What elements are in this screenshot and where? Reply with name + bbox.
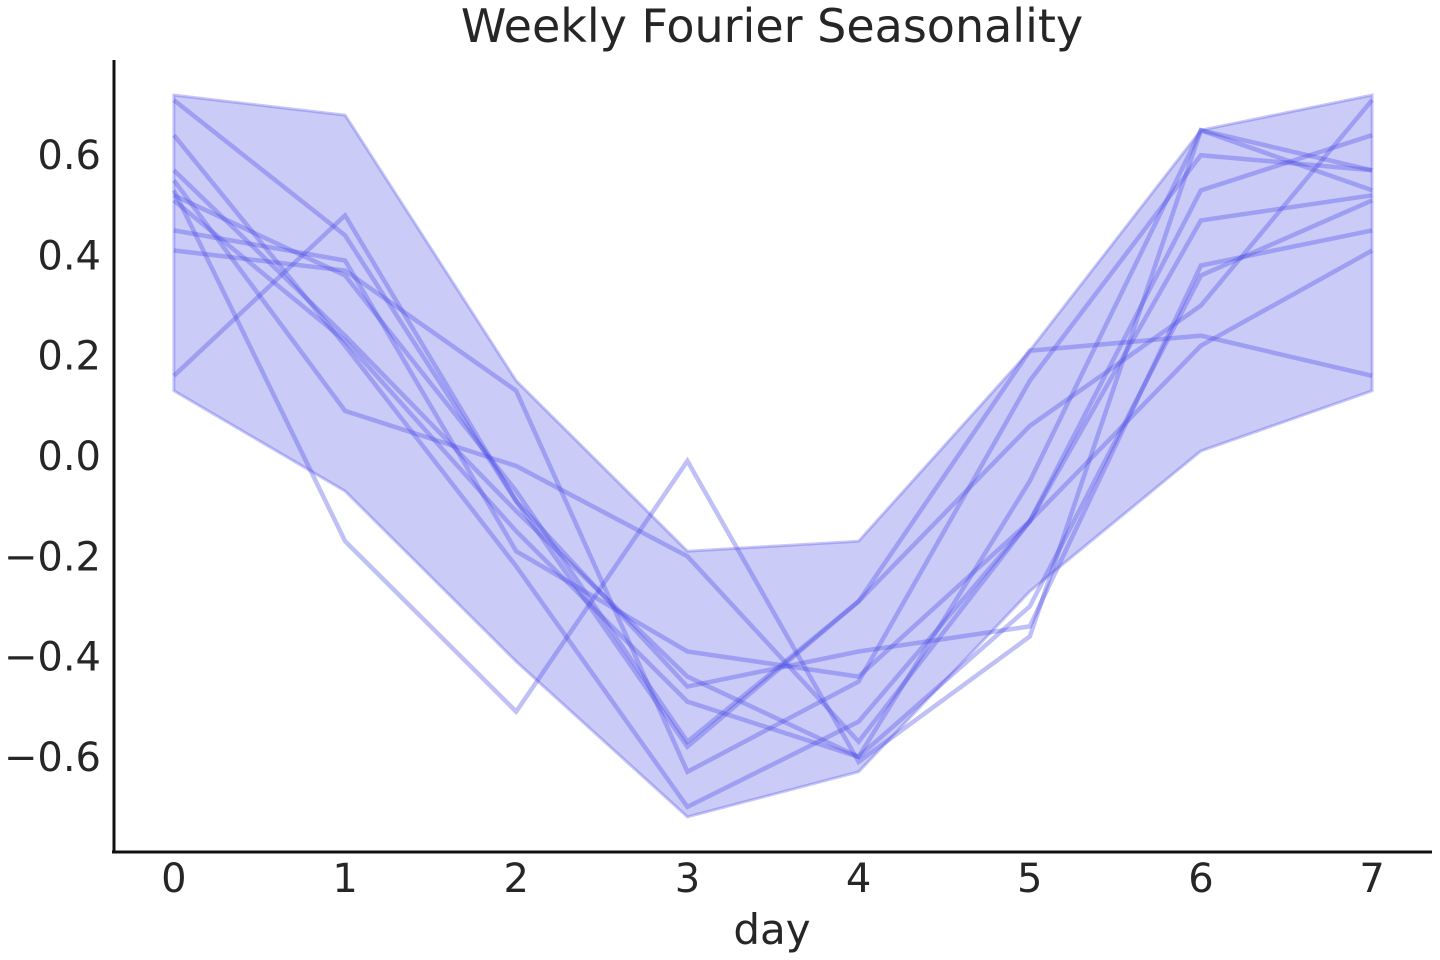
x-tick-label: 5 (1017, 856, 1042, 902)
series-lines (171, 98, 1374, 810)
y-tick-labels: −0.6 −0.4 −0.2 0.0 0.2 0.4 0.6 (4, 133, 101, 781)
y-tick-label: 0.0 (37, 434, 101, 480)
x-tick-label: 2 (504, 856, 529, 902)
x-tick-label: 4 (846, 856, 871, 902)
band-area (172, 93, 1374, 819)
series-line-6 (173, 193, 1373, 679)
y-tick-label: −0.6 (4, 735, 101, 781)
x-tick-label: 7 (1359, 856, 1384, 902)
series-line-2 (172, 133, 1373, 810)
series-line-3 (172, 127, 1373, 760)
x-tick-labels: 0 1 2 3 4 5 6 7 (161, 856, 1385, 902)
series-line-10 (171, 127, 1373, 766)
y-tick-label: 0.6 (37, 133, 101, 179)
y-tick-label: −0.4 (4, 635, 101, 681)
series-line-9 (172, 178, 1374, 746)
y-tick-label: 0.4 (37, 233, 101, 279)
series-line-7 (173, 152, 1373, 775)
series-line-4 (172, 193, 1373, 745)
y-tick-label: 0.2 (37, 334, 101, 380)
series-line-5 (172, 198, 1374, 760)
x-tick-label: 6 (1188, 856, 1213, 902)
x-tick-label: 1 (332, 856, 357, 902)
credible-band (172, 93, 1374, 819)
y-tick-label: −0.2 (4, 534, 101, 580)
x-axis-label: day (733, 905, 810, 954)
x-tick-label: 3 (675, 856, 700, 902)
chart-title: Weekly Fourier Seasonality (461, 0, 1083, 53)
series-line-8 (172, 211, 1373, 690)
series-line-1 (172, 98, 1374, 751)
x-tick-label: 0 (161, 856, 186, 902)
